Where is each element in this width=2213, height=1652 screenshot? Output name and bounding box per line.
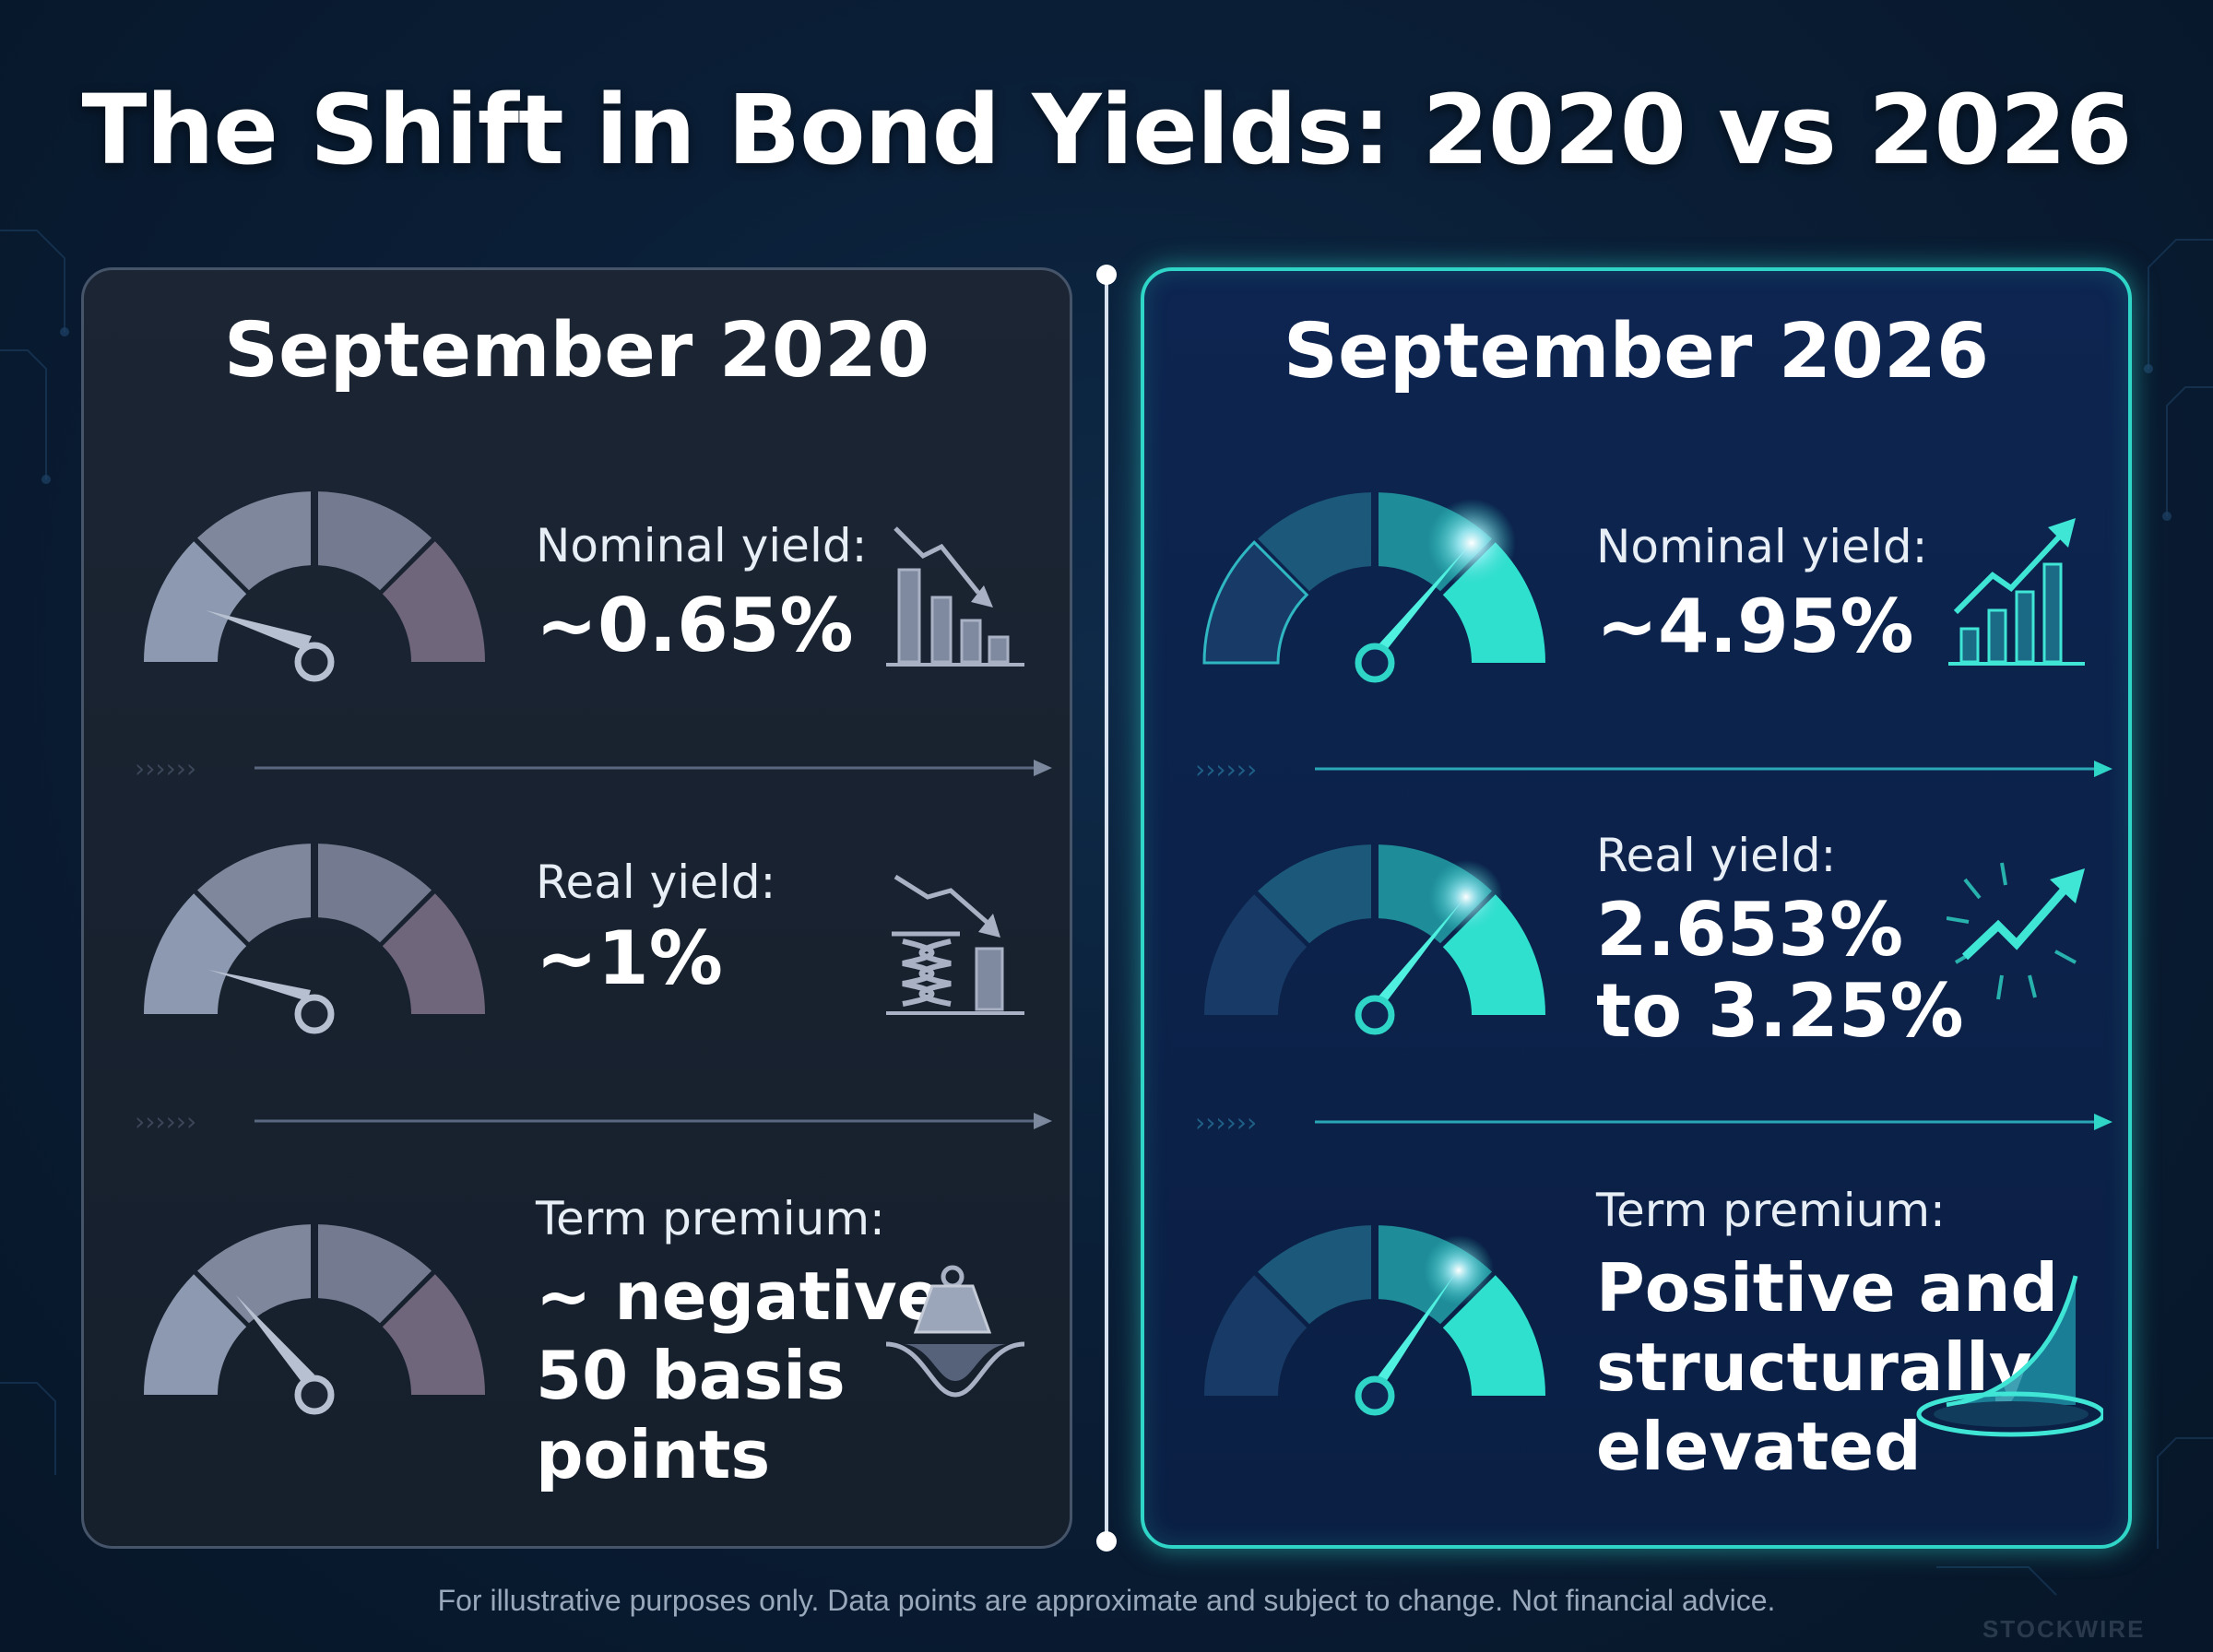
metric-value-line: 2.653% [1596,887,1904,973]
gauge-nominal-2026 [1202,492,1545,683]
metric-value-line: 50 basis [536,1337,846,1414]
metric-term-premium-2026: Term premium: Positive and structurally … [1596,1184,2058,1486]
watermark: STOCKWIRE [1982,1615,2146,1643]
panel-heading-2026: September 2026 [1283,308,1990,395]
burst-arrow-up-icon [1947,862,2085,1000]
panel-september-2020: September 2020 Nominal yield: ~0.65% ›››… [81,267,1072,1549]
metric-nominal-2020: Nominal yield: ~0.65% [536,519,867,667]
page-title: The Shift in Bond Yields: 2020 vs 2026 [81,74,2132,186]
panel-september-2026: September 2026 Nominal yield: ~4.95% [1141,267,2132,1549]
row-divider-arrow: ›››››› [1195,1107,2112,1138]
disclaimer-footnote: For illustrative purposes only. Data poi… [437,1584,1776,1617]
gauge-term-premium-2020 [144,1224,485,1415]
metric-nominal-2026: Nominal yield: ~4.95% [1596,520,1927,667]
metric-label: Nominal yield: [1596,520,1928,573]
metric-label: Term premium: [1596,1184,1946,1237]
compressed-spring-down-icon [886,874,1024,1015]
weight-dip-icon [886,1265,1025,1398]
center-divider [1096,265,1117,1552]
svg-text:››››››: ›››››› [135,753,196,784]
metric-value-line: elevated [1596,1408,1922,1485]
row-divider-arrow: ›››››› [1195,754,2112,785]
metric-value-line: points [536,1416,771,1493]
svg-text:››››››: ›››››› [1195,1107,1257,1138]
metric-value-line: structurally [1596,1328,2032,1406]
gauge-real-2020 [144,844,485,1034]
metric-value: ~4.95% [1596,584,1914,669]
bar-chart-up-icon [1948,518,2085,666]
metric-value-line: Positive and [1596,1249,2059,1327]
metric-label: Real yield: [1596,829,1837,882]
row-divider-arrow: ›››››› [135,1106,1052,1137]
gauge-real-2026 [1204,844,1545,1035]
metric-real-2020: Real yield: ~1% [536,856,775,999]
svg-text:››››››: ›››››› [1195,754,1257,785]
metric-term-premium-2020: Term premium: ~ negative 50 basis points [536,1192,941,1494]
metric-value: ~0.65% [536,583,854,668]
gauge-term-premium-2026 [1204,1225,1545,1416]
metric-label: Real yield: [536,856,776,909]
metric-real-2026: Real yield: 2.653% to 3.25% [1596,829,1964,1052]
bar-chart-down-icon [886,526,1024,667]
metric-value-line: to 3.25% [1596,968,1964,1054]
rising-curve-pedestal-icon [1916,1275,2103,1437]
svg-text:››››››: ›››››› [135,1106,196,1137]
gauge-nominal-2020 [144,491,485,682]
metric-label: Nominal yield: [536,519,868,572]
panel-heading-2020: September 2020 [223,307,930,395]
metric-value: ~1% [536,915,723,1001]
metric-label: Term premium: [536,1192,885,1245]
metric-value-line: ~ negative [536,1257,942,1335]
row-divider-arrow: ›››››› [135,753,1052,784]
